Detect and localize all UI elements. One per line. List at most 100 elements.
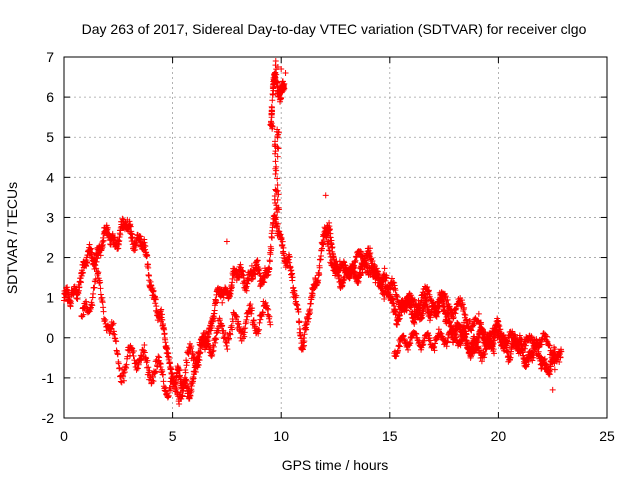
data-point xyxy=(468,327,475,334)
data-point xyxy=(547,363,554,370)
data-point xyxy=(83,263,90,270)
data-point xyxy=(322,192,329,199)
data-point xyxy=(170,374,177,381)
data-point xyxy=(433,313,440,320)
data-point xyxy=(120,370,127,377)
data-point xyxy=(367,250,374,257)
data-point xyxy=(462,312,469,319)
plot-frame xyxy=(63,56,608,419)
data-point xyxy=(286,259,293,266)
data-point xyxy=(274,83,281,90)
data-point xyxy=(209,323,216,330)
data-point xyxy=(383,275,390,282)
data-point xyxy=(282,70,289,77)
data-point xyxy=(249,305,256,312)
data-point xyxy=(301,331,308,338)
data-point xyxy=(183,359,190,366)
data-point xyxy=(190,351,197,358)
y-tick-label: 6 xyxy=(46,89,54,105)
data-point xyxy=(277,94,284,101)
data-point xyxy=(461,304,468,311)
data-point xyxy=(192,369,199,376)
y-tick-label: 1 xyxy=(46,290,54,306)
data-point xyxy=(274,209,281,216)
data-point xyxy=(86,241,93,248)
data-point xyxy=(485,338,492,345)
data-point xyxy=(548,349,555,356)
data-point xyxy=(228,284,235,291)
data-point xyxy=(152,368,159,375)
data-point xyxy=(99,299,106,306)
data-point xyxy=(97,285,104,292)
data-point xyxy=(175,367,182,374)
tick-layer xyxy=(63,56,608,419)
data-point xyxy=(145,264,152,271)
data-point xyxy=(279,86,286,93)
y-tick-label: 5 xyxy=(46,129,54,145)
data-point xyxy=(89,302,96,309)
data-point xyxy=(115,360,122,367)
x-tick-label: 0 xyxy=(60,428,68,444)
data-point xyxy=(149,377,156,384)
data-point xyxy=(166,354,173,361)
data-point xyxy=(369,258,376,265)
data-point xyxy=(407,340,414,347)
data-point xyxy=(477,349,484,356)
data-point xyxy=(531,336,538,343)
data-point xyxy=(522,342,529,349)
data-point xyxy=(357,248,364,255)
data-point xyxy=(316,271,323,278)
data-point xyxy=(176,400,183,407)
data-point xyxy=(322,228,329,235)
x-tick-label: 15 xyxy=(382,428,398,444)
data-point xyxy=(244,280,251,287)
data-point xyxy=(463,337,470,344)
data-point xyxy=(274,64,281,71)
data-point xyxy=(152,300,159,307)
data-point xyxy=(157,308,164,315)
data-point xyxy=(63,292,70,299)
data-point xyxy=(229,318,236,325)
data-point xyxy=(296,325,303,332)
data-point xyxy=(529,357,536,364)
data-point xyxy=(280,83,287,90)
data-point xyxy=(295,308,302,315)
data-point xyxy=(482,329,489,336)
data-point xyxy=(127,223,134,230)
data-point xyxy=(268,245,275,252)
data-point xyxy=(359,251,366,258)
data-point xyxy=(95,269,102,276)
x-tick-labels: 0 5 10 15 20 25 xyxy=(60,428,615,444)
data-point xyxy=(113,338,120,345)
data-point xyxy=(341,275,348,282)
data-point xyxy=(259,309,266,316)
data-point xyxy=(216,317,223,324)
data-point xyxy=(159,316,166,323)
data-point xyxy=(273,206,280,213)
data-point xyxy=(530,354,537,361)
x-tick-label: 5 xyxy=(169,428,177,444)
data-point xyxy=(307,309,314,316)
data-point xyxy=(158,306,165,313)
data-point xyxy=(207,327,214,334)
data-point xyxy=(252,271,259,278)
data-point xyxy=(206,331,213,338)
data-point xyxy=(547,366,554,373)
data-point xyxy=(270,78,277,85)
data-point xyxy=(327,253,334,260)
data-point xyxy=(274,175,281,182)
data-point xyxy=(209,348,216,355)
data-point xyxy=(424,283,431,290)
data-point xyxy=(435,302,442,309)
data-points xyxy=(61,58,565,407)
data-point xyxy=(235,321,242,328)
data-point xyxy=(551,360,558,367)
data-point xyxy=(92,276,99,283)
x-tick-label: 20 xyxy=(491,428,507,444)
data-point xyxy=(390,279,397,286)
data-point xyxy=(398,309,405,316)
data-point xyxy=(267,251,274,258)
data-point xyxy=(121,369,128,376)
data-point xyxy=(408,292,415,299)
data-point xyxy=(266,313,273,320)
